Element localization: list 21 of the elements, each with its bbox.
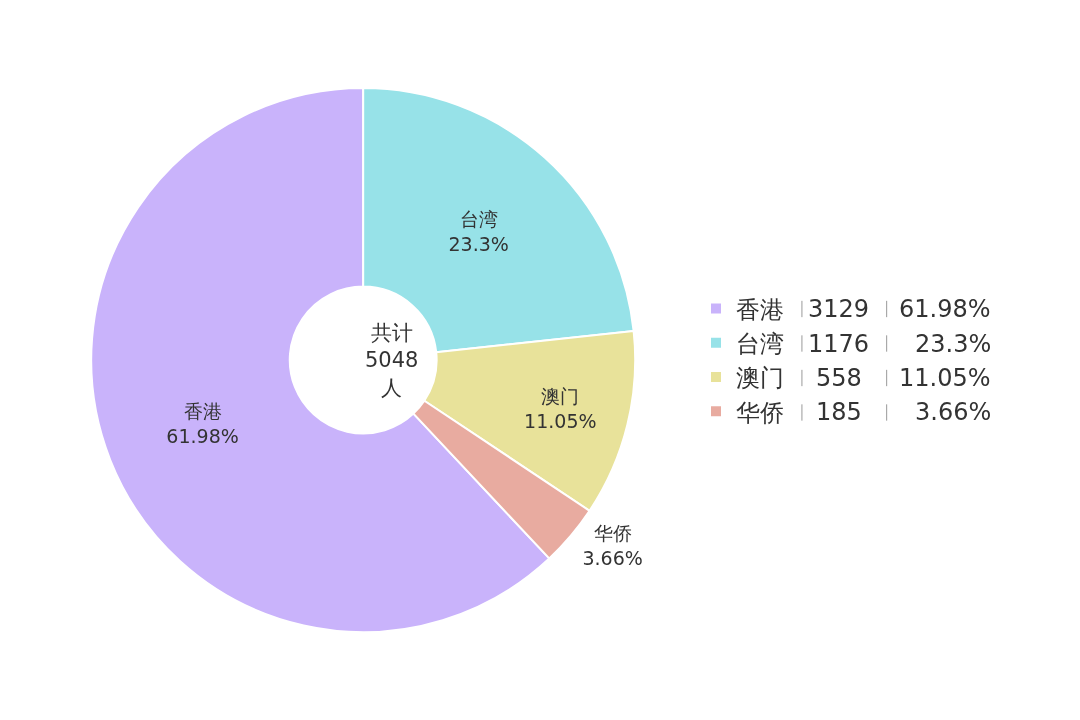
legend-label: 香港: [736, 295, 784, 324]
text: 558: [816, 364, 862, 392]
text: 共计 5048 人: [365, 321, 419, 400]
slice-label: 华侨: [593, 522, 632, 545]
slice-label: 香港: [183, 400, 222, 423]
text: 1176: [808, 330, 870, 358]
legend-label: 台湾: [736, 330, 784, 359]
text: 185: [816, 398, 862, 426]
text: 61.98%: [899, 295, 991, 323]
text: 3.66%: [915, 398, 992, 426]
data-label: 11.05%: [524, 409, 597, 432]
text: 3129: [808, 295, 870, 323]
slice-label: 澳门: [541, 384, 580, 407]
data-label: 61.98%: [166, 424, 239, 447]
slice-label: 台湾: [459, 208, 498, 231]
data-label: 3.66%: [582, 546, 643, 569]
data-label: 23.3%: [448, 232, 509, 255]
text: 11.05%: [899, 364, 991, 392]
legend-label: 澳门: [736, 364, 784, 393]
text: 23.3%: [915, 330, 992, 358]
legend-label: 华侨: [736, 398, 784, 427]
